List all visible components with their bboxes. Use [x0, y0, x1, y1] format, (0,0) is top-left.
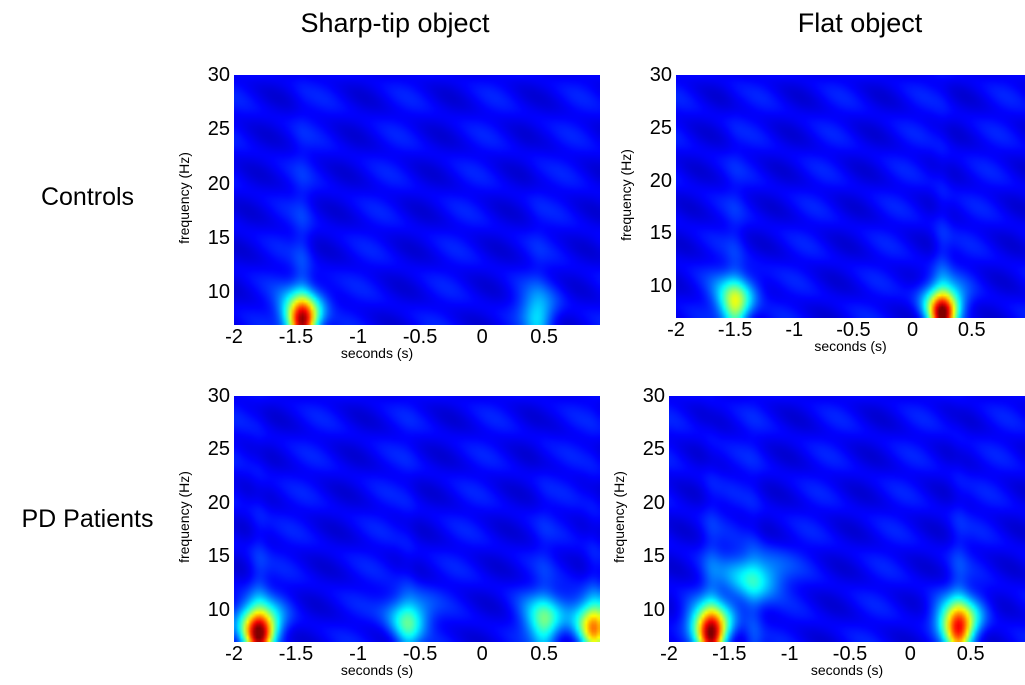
y-tick-label: 25 — [642, 438, 665, 461]
row-label-pd-patients: PD Patients — [21, 505, 154, 533]
x-tick-label: -0.5 — [836, 319, 871, 341]
heatmap-plot-area — [676, 75, 1025, 318]
x-tick-label: -0.5 — [402, 326, 438, 348]
heatmap-svg — [669, 396, 1025, 642]
x-tick-label: 0 — [904, 643, 916, 665]
x-axis-label: seconds (s) — [814, 338, 887, 354]
heatmap-svg — [234, 75, 600, 325]
y-tick-label: 10 — [207, 598, 230, 621]
heatmap-plot-area — [234, 396, 600, 642]
heatmap-image — [234, 75, 600, 325]
heatmap-plot-area — [234, 75, 600, 325]
x-tick-label: 0.5 — [530, 643, 559, 665]
heatmap-svg — [676, 75, 1025, 318]
y-tick-label: 25 — [207, 118, 230, 141]
x-tick-label: -1 — [349, 643, 367, 665]
heatmap-image — [234, 396, 600, 642]
y-tick-label: 20 — [642, 491, 665, 514]
heatmap-image — [676, 75, 1025, 318]
heatmap-image — [669, 396, 1025, 642]
x-tick-label: -1 — [780, 643, 799, 665]
heatmap-svg — [234, 396, 600, 642]
x-tick-label: -1 — [349, 326, 367, 348]
y-tick-label: 10 — [207, 281, 230, 304]
x-tick-label: -0.5 — [402, 643, 438, 665]
y-axis-label: frequency (Hz) — [611, 471, 627, 563]
y-tick-label: 25 — [207, 438, 230, 461]
x-tick-label: -2 — [660, 643, 678, 665]
x-tick-label: -0.5 — [832, 643, 868, 665]
y-tick-label: 30 — [207, 64, 230, 86]
y-tick-label: 15 — [207, 545, 230, 568]
column-title-sharp-tip: Sharp-tip object — [300, 8, 490, 38]
x-tick-label: -1 — [785, 319, 804, 341]
x-tick-label: -2 — [225, 643, 243, 665]
y-tick-label: 20 — [207, 491, 230, 514]
y-tick-label: 15 — [649, 222, 672, 245]
x-tick-label: 0.5 — [956, 643, 985, 665]
x-tick-label: 0.5 — [530, 326, 559, 348]
x-tick-label: -1.5 — [717, 319, 753, 341]
x-tick-label: -1.5 — [278, 643, 314, 665]
x-axis-label: seconds (s) — [340, 662, 414, 678]
column-title-flat: Flat object — [797, 8, 923, 38]
x-tick-label: -1.5 — [712, 643, 747, 665]
x-tick-label: -2 — [667, 319, 685, 341]
y-axis-label: frequency (Hz) — [176, 152, 192, 244]
y-tick-label: 20 — [207, 172, 230, 195]
y-tick-label: 10 — [649, 275, 672, 298]
y-tick-label: 30 — [207, 385, 230, 407]
y-tick-label: 15 — [642, 545, 665, 568]
y-tick-label: 30 — [642, 385, 665, 407]
heatmap-plot-area — [669, 396, 1025, 642]
x-axis-label: seconds (s) — [340, 345, 414, 361]
y-axis-label: frequency (Hz) — [176, 471, 192, 563]
y-tick-label: 10 — [642, 598, 665, 621]
y-axis-label: frequency (Hz) — [618, 148, 634, 241]
x-axis-label: seconds (s) — [810, 662, 884, 678]
x-tick-label: -2 — [225, 326, 243, 348]
y-tick-label: 20 — [649, 169, 672, 192]
y-tick-label: 25 — [649, 116, 672, 139]
x-tick-label: 0 — [476, 326, 488, 348]
x-tick-label: 0 — [476, 643, 488, 665]
x-tick-label: -1.5 — [278, 326, 314, 348]
y-tick-label: 15 — [207, 227, 230, 250]
y-tick-label: 30 — [649, 64, 672, 86]
row-label-controls: Controls — [40, 183, 135, 211]
x-tick-label: 0.5 — [957, 319, 986, 341]
x-tick-label: 0 — [907, 319, 919, 341]
